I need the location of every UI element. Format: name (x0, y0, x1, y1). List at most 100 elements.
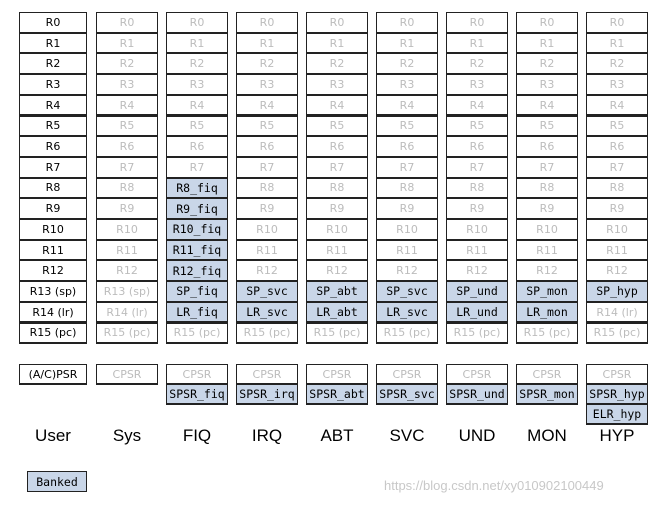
register-cell: R8 (306, 177, 368, 200)
register-cell: R2 (236, 53, 298, 76)
mode-label: IRQ (251, 426, 283, 445)
register-cell: R10 (19, 219, 87, 241)
register-cell: SP_fiq (166, 281, 228, 303)
register-cell: R15 (pc) (166, 322, 228, 345)
mode-label: UND (458, 426, 496, 445)
register-cell: R6 (166, 136, 228, 158)
register-cell: R7 (166, 156, 228, 179)
register-cell: R4 (19, 94, 87, 117)
register-cell: R15 (pc) (306, 322, 368, 345)
register-cell: R6 (446, 136, 508, 158)
register-cell: R3 (586, 74, 648, 96)
register-cell: LR_svc (376, 301, 438, 324)
mode-label: MON (527, 426, 567, 445)
register-cell: R0 (306, 12, 368, 34)
register-cell: R1 (306, 32, 368, 55)
register-cell: SP_abt (306, 281, 368, 303)
register-cell: R15 (pc) (19, 322, 87, 345)
register-cell: R1 (96, 32, 158, 55)
register-cell: R2 (516, 53, 578, 76)
register-cell: R4 (306, 94, 368, 117)
register-cell: R12 (376, 260, 438, 283)
psr-cell: SPSR_fiq (166, 384, 228, 405)
register-cell: R0 (376, 12, 438, 34)
register-cell: R9 (516, 198, 578, 220)
register-cell: R7 (306, 156, 368, 179)
register-cell: R3 (516, 74, 578, 96)
register-cell: R1 (516, 32, 578, 55)
register-cell: R12 (236, 260, 298, 283)
psr-cell: SPSR_hyp (586, 384, 648, 405)
psr-cell: CPSR (96, 364, 158, 385)
register-cell: R1 (19, 32, 87, 55)
register-cell: R7 (376, 156, 438, 179)
register-cell: R6 (516, 136, 578, 158)
register-cell: SP_hyp (586, 281, 648, 303)
register-cell: R3 (306, 74, 368, 96)
legend-banked: Banked (27, 471, 87, 492)
register-cell: R9 (446, 198, 508, 220)
register-cell: R9 (96, 198, 158, 220)
psr-cell: SPSR_mon (516, 384, 578, 405)
register-cell: R11 (96, 239, 158, 262)
register-cell: R2 (96, 53, 158, 76)
register-cell: R0 (96, 12, 158, 34)
mode-label: Sys (112, 426, 142, 445)
register-cell: R12 (516, 260, 578, 283)
register-cell: R11 (516, 239, 578, 262)
psr-cell: CPSR (376, 364, 438, 385)
register-cell: R11 (376, 239, 438, 262)
register-cell: R7 (19, 156, 87, 179)
register-cell: R6 (96, 136, 158, 158)
register-cell: R0 (516, 12, 578, 34)
register-cell: R4 (586, 94, 648, 117)
register-cell: R0 (166, 12, 228, 34)
register-cell: R5 (376, 115, 438, 138)
psr-cell: CPSR (306, 364, 368, 385)
register-cell: R5 (96, 115, 158, 138)
register-cell: R1 (166, 32, 228, 55)
register-cell: R0 (19, 12, 87, 34)
register-cell: R1 (586, 32, 648, 55)
register-cell: R3 (236, 74, 298, 96)
register-cell: R6 (586, 136, 648, 158)
register-cell: R4 (446, 94, 508, 117)
register-cell: R4 (166, 94, 228, 117)
register-cell: R10 (446, 219, 508, 241)
mode-label: FIQ (182, 426, 212, 445)
register-cell: R9 (236, 198, 298, 220)
register-cell: R11 (586, 239, 648, 262)
register-cell: R9 (586, 198, 648, 220)
register-cell: R5 (166, 115, 228, 138)
register-cell: R2 (19, 53, 87, 76)
mode-label: SVC (389, 426, 425, 445)
mode-label: User (35, 426, 71, 445)
mode-label: HYP (599, 426, 635, 445)
register-cell: LR_abt (306, 301, 368, 324)
register-cell: R12 (586, 260, 648, 283)
register-cell: R10 (586, 219, 648, 241)
register-cell: R4 (96, 94, 158, 117)
register-cell: R9 (19, 198, 87, 220)
register-cell: R6 (306, 136, 368, 158)
register-cell: R2 (586, 53, 648, 76)
register-cell: R2 (306, 53, 368, 76)
register-cell: LR_und (446, 301, 508, 324)
register-cell: R14 (lr) (96, 301, 158, 324)
register-cell: R7 (516, 156, 578, 179)
register-cell: R9 (306, 198, 368, 220)
register-cell: LR_mon (516, 301, 578, 324)
register-cell: R10 (516, 219, 578, 241)
register-cell: R2 (166, 53, 228, 76)
register-cell: R15 (pc) (236, 322, 298, 345)
register-cell: R6 (376, 136, 438, 158)
register-cell: R3 (166, 74, 228, 96)
register-cell: R15 (pc) (516, 322, 578, 345)
register-cell: R10 (236, 219, 298, 241)
register-cell: R6 (19, 136, 87, 158)
register-cell: SP_und (446, 281, 508, 303)
register-cell: LR_svc (236, 301, 298, 324)
psr-cell: SPSR_abt (306, 384, 368, 405)
register-cell: R2 (446, 53, 508, 76)
register-cell: R0 (586, 12, 648, 34)
